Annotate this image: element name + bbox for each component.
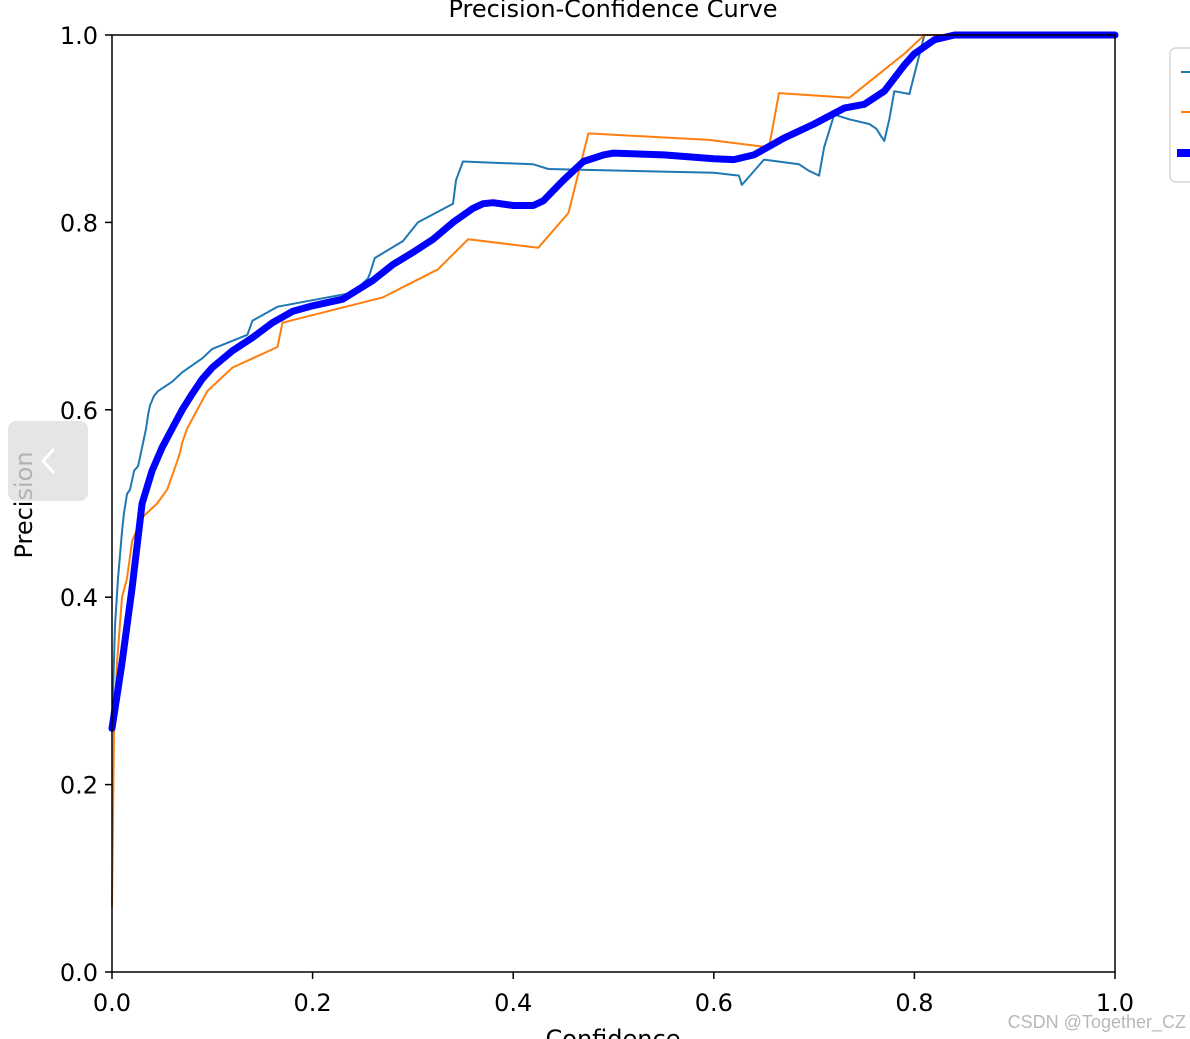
legend-box (1169, 47, 1190, 183)
y-tick-label: 1.0 (60, 22, 98, 50)
x-axis-label: Confidence (546, 1025, 681, 1039)
chart-title: Precision-Confidence Curve (448, 0, 777, 23)
x-tick-label: 0.4 (494, 989, 532, 1017)
x-tick-label: 0.6 (695, 989, 733, 1017)
x-tick-label: 0.8 (895, 989, 933, 1017)
series-line-1 (111, 34, 1116, 730)
x-tick-label: 0.2 (294, 989, 332, 1017)
y-tick-label: 0.4 (60, 584, 98, 612)
y-tick-label: 0.0 (60, 959, 98, 987)
x-tick-label: 1.0 (1096, 989, 1134, 1017)
chevron-left-icon (41, 448, 55, 474)
x-tick-label: 0.0 (93, 989, 131, 1017)
series-line-3 (108, 31, 1119, 732)
y-tick-label: 0.8 (60, 209, 98, 237)
series-line-2 (111, 34, 1116, 908)
watermark: CSDN @Together_CZ (1007, 1012, 1186, 1032)
collapse-sidebar-button[interactable] (8, 421, 88, 501)
y-axis-ticks: 0.0 0.2 0.4 0.6 0.8 1.0 (60, 22, 112, 987)
y-tick-label: 0.6 (60, 397, 98, 425)
x-axis-ticks: 0.0 0.2 0.4 0.6 0.8 1.0 (93, 972, 1134, 1017)
y-tick-label: 0.2 (60, 772, 98, 800)
series-lines (108, 31, 1119, 908)
axes-frame (111, 34, 1116, 973)
legend (1169, 47, 1190, 183)
